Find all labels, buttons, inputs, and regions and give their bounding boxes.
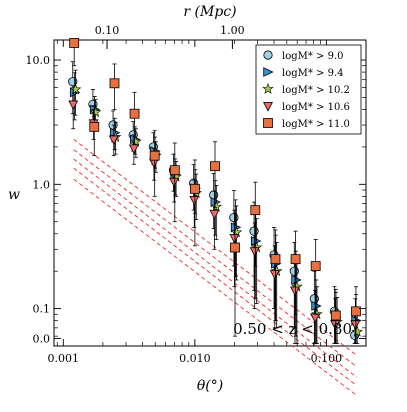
data-point	[209, 209, 220, 220]
legend-label: logM* > 9.4	[282, 68, 344, 79]
data-point	[89, 121, 100, 132]
x-axis-label: θ(°)	[197, 378, 223, 394]
data-point	[290, 286, 300, 297]
data-point	[351, 325, 363, 337]
legend-marker	[263, 50, 273, 60]
data-point	[69, 83, 82, 95]
data-point	[68, 100, 79, 110]
model-line-1	[73, 149, 357, 368]
legend-marker	[263, 67, 274, 77]
legend-marker	[262, 82, 274, 94]
data-point	[291, 275, 302, 285]
data-point	[229, 212, 239, 223]
data-point	[109, 78, 120, 89]
data-point	[210, 200, 223, 212]
model-lines	[73, 139, 357, 396]
legend: logM* > 9.0 logM* > 9.4 logM* > 10.2 logM* …	[255, 44, 362, 135]
model-line-4	[73, 178, 357, 396]
y-axis-label: w	[8, 187, 20, 203]
data-point	[270, 254, 281, 265]
legend-label: logM* > 11.0	[282, 119, 350, 130]
y-tick-label: 1.0	[33, 178, 51, 191]
data-point	[290, 254, 301, 265]
legend-label: logM* > 9.0	[282, 51, 344, 62]
y-tick-label: 0.1	[33, 303, 51, 316]
data-point	[351, 306, 361, 317]
data-point	[250, 236, 262, 246]
data-point	[269, 270, 280, 280]
data-point	[108, 135, 119, 145]
y-tick-label: 0.0	[33, 332, 51, 345]
data-point	[169, 177, 180, 188]
data-point	[250, 205, 261, 216]
data-point	[210, 161, 220, 172]
data-point	[249, 247, 260, 257]
top-tick-label: 0.10	[95, 24, 120, 37]
data-point	[330, 320, 341, 330]
data-point	[89, 106, 102, 118]
plot-frame	[53, 39, 367, 347]
data-point	[330, 310, 341, 321]
model-line-0	[73, 139, 357, 356]
x-tick-label: 0.010	[179, 352, 211, 365]
legend-marker	[263, 118, 273, 128]
legend-marker	[263, 102, 273, 112]
data-point	[128, 144, 139, 154]
x-tick-label: 0.100	[311, 352, 343, 365]
data-point	[169, 165, 180, 176]
axis-ticks: 0.001 0.010 0.100 10.0 1.0 0.1 0.0 0.10 1.00	[26, 24, 366, 365]
data-point	[229, 234, 240, 244]
legend-box	[255, 44, 362, 135]
top-tick-label: 1.00	[220, 24, 245, 37]
model-line-3	[73, 167, 357, 386]
data-point	[230, 242, 240, 253]
legend-label: logM* > 10.2	[282, 85, 350, 96]
data-point	[289, 266, 299, 276]
data-point	[311, 301, 322, 311]
series-4	[69, 38, 361, 344]
model-line-2	[73, 158, 357, 378]
data-point	[189, 183, 200, 194]
top-axis-label: r (Mpc)	[183, 4, 236, 20]
y-tick-label: 10.0	[26, 54, 51, 67]
data-point	[189, 196, 200, 206]
data-point	[149, 150, 160, 161]
x-tick-label: 0.001	[48, 352, 80, 365]
data-series	[68, 38, 363, 344]
data-point	[129, 108, 140, 119]
data-point	[69, 38, 80, 48]
redshift-annotation: 0.50 < z < 0.80	[233, 320, 352, 338]
data-point	[249, 226, 259, 236]
data-point	[310, 261, 321, 271]
legend-label: logM* > 10.6	[282, 102, 350, 113]
data-point	[350, 320, 361, 330]
